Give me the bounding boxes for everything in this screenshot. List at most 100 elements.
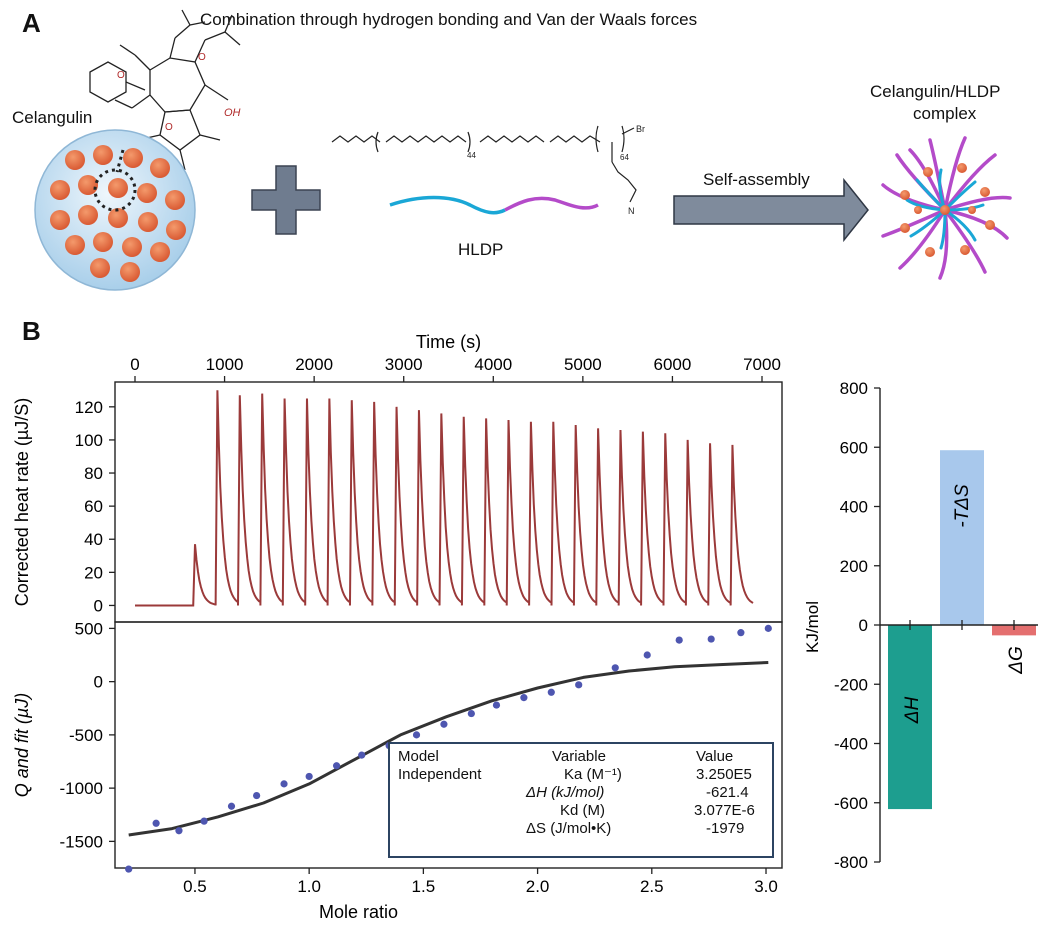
bottom-y-axis-label: Q and fit (µJ) — [12, 693, 32, 797]
celangulin-structure — [89, 9, 241, 171]
itc-bottom-plot: Mole ratio Q and fit (µJ) 0.5 1.0 1.5 2.0 2.5 3… — [12, 619, 783, 922]
micelle-complex — [881, 136, 1012, 280]
data-point — [611, 664, 619, 672]
data-point — [358, 751, 366, 759]
data-point — [707, 635, 715, 643]
data-point — [412, 731, 421, 739]
data-point — [520, 694, 528, 702]
bottom-x-tick-label: 1.5 — [412, 877, 436, 896]
bar-y-tick-label: -400 — [834, 735, 868, 754]
subscript-44: 44 — [467, 151, 476, 160]
top-y-tick-label: 40 — [84, 530, 103, 549]
table-row-value: 3.250E5 — [696, 766, 752, 783]
bottom-x-tick-label: 2.0 — [526, 877, 550, 896]
data-point — [643, 651, 651, 659]
data-point — [152, 819, 160, 827]
hldp-label: HLDP — [458, 240, 504, 259]
data-point — [227, 802, 236, 810]
top-x-tick-label: 1000 — [206, 355, 244, 374]
self-assembly-arrow — [673, 177, 869, 243]
hldp-blue-segment — [389, 195, 506, 215]
top-x-axis-label: Time (s) — [416, 332, 481, 352]
thermo-bar-chart: KJ/mol 800 600 400 200 0 -200 -400 -600 -800 ΔH -TΔ… — [803, 379, 1038, 872]
atom-n: N — [628, 206, 635, 216]
bottom-y-tick-label: 500 — [75, 619, 103, 638]
bottom-plot-frame — [114, 621, 783, 869]
data-point — [280, 780, 288, 788]
top-y-axis-label: Corrected heat rate (µJ/S) — [12, 398, 32, 606]
table-row-variable: Kd (M) — [560, 802, 605, 819]
data-point — [764, 624, 772, 632]
hldp-purple-segment — [504, 196, 599, 212]
table-model-value: Independent — [398, 766, 482, 783]
bottom-x-tick-label: 2.5 — [640, 877, 664, 896]
top-y-tick-label: 120 — [75, 398, 103, 417]
highlight-circle — [93, 168, 137, 212]
data-point — [200, 817, 208, 825]
table-row-variable: ΔS (J/mol•K) — [526, 820, 612, 837]
bottom-x-tick-label: 1.0 — [297, 877, 321, 896]
bottom-x-axis-label: Mole ratio — [319, 902, 398, 922]
panel-a-letter: A — [22, 8, 41, 38]
data-point — [305, 772, 313, 781]
drug-particles — [50, 145, 186, 282]
table-row-variable: Ka (M⁻¹) — [564, 766, 622, 783]
top-x-tick-label: 7000 — [743, 355, 781, 374]
bar-category-label: -TΔS — [952, 484, 973, 528]
top-y-tick-label: 20 — [84, 563, 103, 582]
panel-b-letter: B — [22, 316, 41, 346]
top-x-tick-label: 4000 — [474, 355, 512, 374]
bar-y-tick-label: -600 — [834, 794, 868, 813]
data-point — [253, 791, 261, 800]
bar-y-tick-label: 400 — [840, 498, 868, 517]
top-x-tick-label: 3000 — [385, 355, 423, 374]
atom-o-1: O — [117, 70, 125, 81]
hldp-structure — [331, 125, 637, 203]
bar-0 — [888, 625, 932, 810]
bar-y-axis-label: KJ/mol — [803, 601, 822, 653]
heat-rate-trace — [135, 390, 754, 607]
complex-label-line1: Celangulin/HLDP — [870, 82, 1001, 101]
top-y-tick-label: 80 — [84, 464, 103, 483]
table-row-value: 3.077E-6 — [694, 802, 755, 819]
data-point — [492, 701, 501, 709]
bottom-x-tick-label: 3.0 — [754, 877, 778, 896]
atom-br: Br — [636, 124, 645, 134]
bottom-y-tick-label: -500 — [69, 726, 103, 745]
table-row-value: -621.4 — [706, 784, 749, 801]
bottom-y-tick-label: 0 — [94, 673, 103, 692]
panel-a-scheme: O O O O OH 44 64 — [34, 9, 1012, 291]
bottom-x-tick-label: 0.5 — [183, 877, 207, 896]
top-y-tick-label: 0 — [94, 596, 103, 615]
celangulin-label: Celangulin — [12, 108, 93, 127]
data-point — [332, 762, 341, 770]
complex-label-line2: complex — [913, 104, 977, 123]
data-point — [575, 681, 583, 689]
fit-curve — [128, 661, 769, 837]
plus-icon — [251, 165, 321, 235]
itc-top-plot: Time (s) Corrected heat rate (µJ/S) 0 1000 2… — [12, 332, 783, 623]
bar-y-tick-label: 200 — [840, 557, 868, 576]
table-row-value: -1979 — [706, 820, 745, 837]
bar-2 — [992, 625, 1036, 636]
top-y-tick-label: 60 — [84, 497, 103, 516]
data-point — [440, 720, 448, 728]
top-x-tick-label: 5000 — [564, 355, 602, 374]
data-point — [175, 827, 183, 835]
atom-o-2: O — [198, 52, 206, 63]
bar-y-tick-label: -200 — [834, 675, 868, 694]
self-assembly-label: Self-assembly — [703, 170, 810, 189]
data-point — [675, 636, 683, 644]
data-point — [125, 865, 133, 873]
atom-oh: OH — [224, 107, 241, 119]
bar-1 — [940, 450, 984, 625]
bar-category-label: ΔG — [1006, 646, 1027, 675]
table-header-value: Value — [696, 748, 734, 765]
panel-a-title: Combination through hydrogen bonding and… — [200, 10, 698, 29]
bar-y-tick-label: 600 — [840, 438, 868, 457]
table-row-variable: ΔH (kJ/mol) — [526, 784, 605, 801]
bar-y-tick-label: 0 — [859, 616, 868, 635]
bar-y-tick-label: -800 — [834, 853, 868, 872]
subscript-64: 64 — [620, 153, 629, 162]
